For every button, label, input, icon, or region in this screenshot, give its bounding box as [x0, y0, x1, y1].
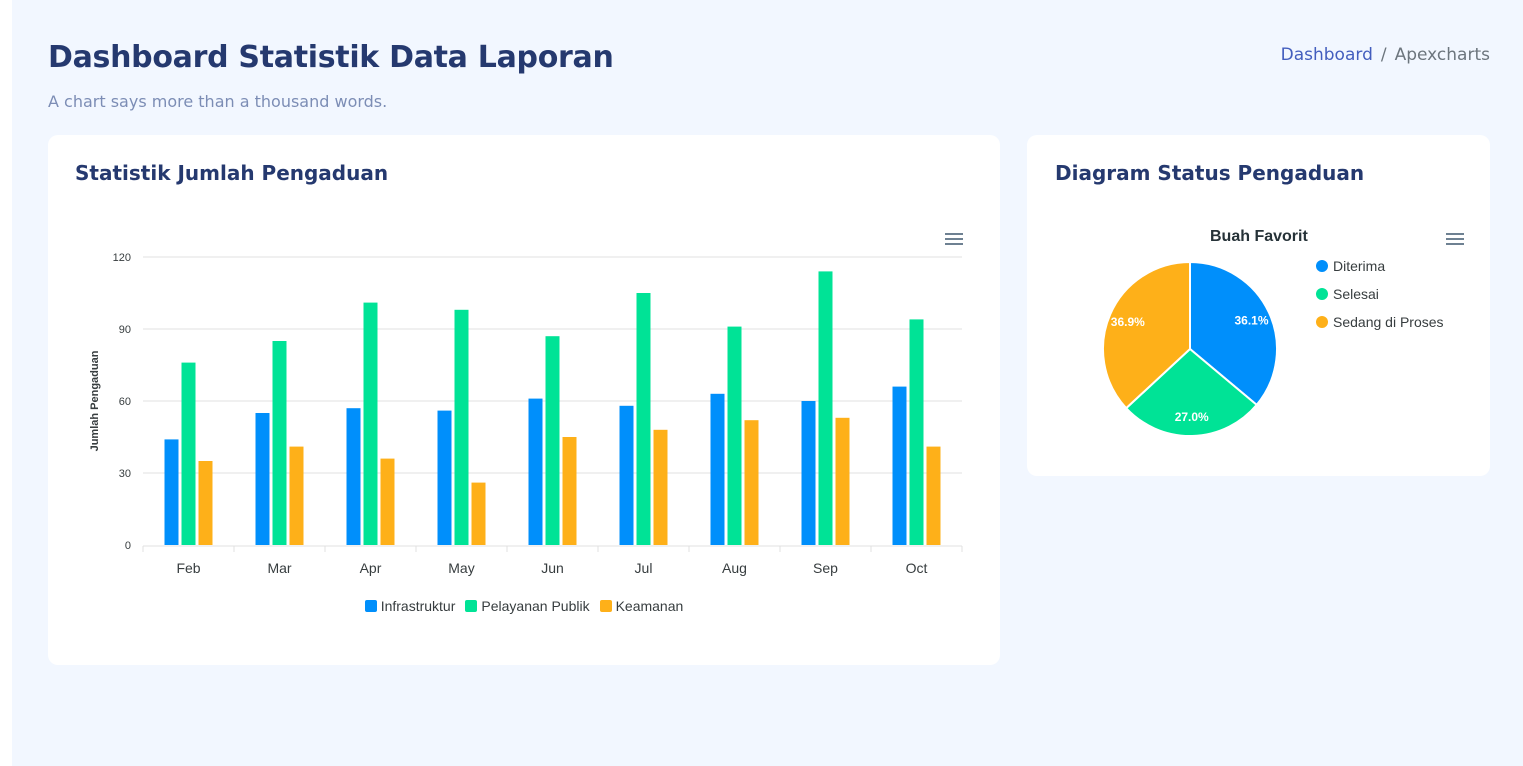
legend-item[interactable]: Infrastruktur: [364, 598, 456, 614]
bar-keamanan[interactable]: [653, 429, 668, 545]
pie-data-label: 36.1%: [1234, 313, 1268, 327]
bar-pelayanan-publik[interactable]: [727, 326, 742, 545]
pie-data-label: 27.0%: [1175, 410, 1209, 424]
legend-label: Selesai: [1333, 286, 1379, 302]
legend-item[interactable]: Keamanan: [599, 598, 684, 614]
legend-label: Diterima: [1333, 258, 1386, 274]
bar-chart-card: Statistik Jumlah Pengaduan 0 30 60 90 120 Jum…: [48, 135, 1000, 665]
bar-pelayanan-publik[interactable]: [909, 319, 924, 545]
bar-keamanan[interactable]: [198, 461, 213, 545]
bar-keamanan[interactable]: [926, 446, 941, 545]
x-tick-label: May: [448, 560, 474, 576]
y-tick-label: 60: [119, 396, 131, 408]
pie-slice-diterima[interactable]: [1189, 260, 1278, 407]
legend-label: Sedang di Proses: [1333, 314, 1444, 330]
legend-marker: [1316, 260, 1328, 272]
legend-label: Infrastruktur: [380, 598, 456, 614]
bar-infrastruktur[interactable]: [710, 393, 725, 545]
hamburger-menu-icon[interactable]: [1446, 233, 1464, 246]
legend-marker: [364, 600, 377, 612]
bar-pelayanan-publik[interactable]: [181, 362, 196, 545]
x-tick-label: Apr: [360, 560, 382, 576]
page-subtitle: A chart says more than a thousand words.: [48, 92, 388, 111]
bar-infrastruktur[interactable]: [437, 410, 452, 545]
bar-pelayanan-publik[interactable]: [818, 271, 833, 545]
bar-pelayanan-publik[interactable]: [454, 309, 469, 545]
y-tick-label: 90: [119, 324, 131, 336]
bar-chart: 0 30 60 90 120 Jumlah Pengaduan Feb Mar Apr May Ju…: [89, 252, 963, 576]
x-tick-label: Feb: [176, 560, 200, 576]
y-tick-label: 0: [125, 540, 131, 552]
x-tick-label: Sep: [813, 560, 838, 576]
bar-keamanan[interactable]: [562, 437, 577, 545]
legend-marker: [1316, 316, 1328, 328]
bar-infrastruktur[interactable]: [346, 408, 361, 545]
bar-infrastruktur[interactable]: [801, 401, 816, 545]
x-tick-label: Aug: [722, 560, 747, 576]
hamburger-menu-icon[interactable]: [945, 233, 963, 246]
x-tick-label: Oct: [906, 560, 928, 576]
bar-keamanan[interactable]: [380, 458, 395, 545]
y-tick-label: 120: [113, 252, 131, 264]
bar-pelayanan-publik[interactable]: [363, 302, 378, 545]
bar-infrastruktur[interactable]: [528, 398, 543, 545]
legend-item[interactable]: Sedang di Proses: [1316, 314, 1444, 330]
bar-chart-card-title: Statistik Jumlah Pengaduan: [75, 161, 389, 185]
bar-infrastruktur[interactable]: [619, 405, 634, 545]
pie-chart-title: Buah Favorit: [1210, 228, 1308, 245]
legend-marker: [599, 600, 612, 612]
page-content: Dashboard Statistik Data Laporan A chart…: [12, 0, 1523, 766]
bar-keamanan[interactable]: [471, 482, 486, 545]
breadcrumb-link-dashboard[interactable]: Dashboard: [1280, 45, 1373, 65]
bar-infrastruktur[interactable]: [164, 439, 179, 545]
bar-keamanan[interactable]: [835, 417, 850, 545]
bar-infrastruktur[interactable]: [892, 386, 907, 545]
pie-chart-card: Diagram Status Pengaduan Buah Favorit 36…: [1027, 135, 1490, 476]
breadcrumb: Dashboard / Apexcharts: [1281, 45, 1490, 65]
pie-data-label: 36.9%: [1111, 315, 1145, 329]
bar-chart-legend: Infrastruktur Pelayanan Publik Keamanan: [48, 598, 1000, 614]
x-tick-label: Jun: [541, 560, 564, 576]
pie-chart: 36.1% 27.0% 36.9%: [1102, 260, 1278, 437]
bar-pelayanan-publik[interactable]: [272, 341, 287, 545]
bar-infrastruktur[interactable]: [255, 413, 270, 545]
breadcrumb-separator: /: [1380, 45, 1387, 65]
bar-keamanan[interactable]: [289, 446, 304, 545]
legend-label: Keamanan: [615, 598, 684, 614]
bar-pelayanan-publik[interactable]: [636, 293, 651, 545]
legend-item[interactable]: Diterima: [1316, 258, 1444, 274]
pie-chart-card-title: Diagram Status Pengaduan: [1055, 161, 1365, 185]
bar-keamanan[interactable]: [744, 420, 759, 545]
breadcrumb-current: Apexcharts: [1394, 45, 1490, 65]
page-title: Dashboard Statistik Data Laporan: [48, 40, 614, 75]
x-tick-label: Mar: [267, 560, 291, 576]
legend-item[interactable]: Pelayanan Publik: [465, 598, 590, 614]
legend-label: Pelayanan Publik: [481, 598, 590, 614]
y-tick-label: 30: [119, 468, 131, 480]
legend-item[interactable]: Selesai: [1316, 286, 1444, 302]
legend-marker: [1316, 288, 1328, 300]
pie-slice-sedang-di-proses[interactable]: [1102, 260, 1191, 410]
bar-pelayanan-publik[interactable]: [545, 336, 560, 545]
legend-marker: [465, 600, 478, 612]
x-tick-label: Jul: [635, 560, 653, 576]
pie-chart-legend: Diterima Selesai Sedang di Proses: [1316, 258, 1444, 342]
pie-slice-selesai[interactable]: [1124, 347, 1259, 437]
y-axis-label: Jumlah Pengaduan: [89, 350, 101, 451]
